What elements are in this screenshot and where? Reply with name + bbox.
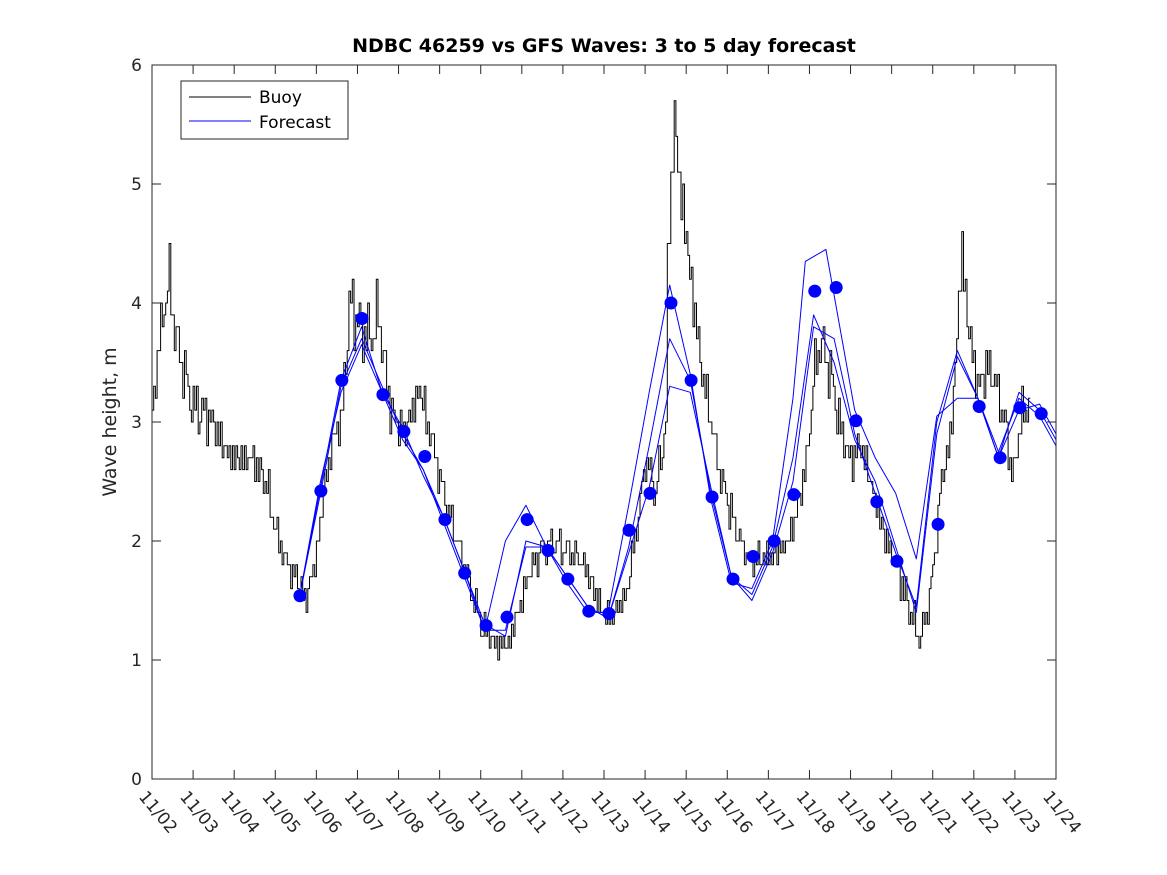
forecast-point	[787, 488, 801, 502]
forecast-series-line-2	[299, 314, 1056, 631]
forecast-point	[314, 484, 328, 498]
forecast-point	[500, 610, 514, 624]
forecast-point	[849, 414, 863, 428]
y-tick-label: 6	[131, 56, 142, 76]
plot-frame	[151, 64, 1057, 780]
forecast-point	[808, 284, 822, 298]
forecast-point	[397, 425, 411, 439]
forecast-point	[993, 451, 1007, 465]
forecast-point	[684, 373, 698, 387]
forecast-point	[541, 544, 555, 558]
buoy-series-line	[152, 100, 1031, 661]
forecast-point	[1034, 407, 1048, 421]
forecast-series-line-3	[299, 248, 1056, 631]
y-tick-label: 5	[131, 175, 142, 195]
y-tick-label: 2	[131, 532, 142, 552]
forecast-point	[355, 311, 369, 325]
forecast-point	[1013, 401, 1027, 415]
forecast-point	[479, 618, 493, 632]
legend: Buoy Forecast	[180, 80, 349, 140]
forecast-point	[458, 566, 472, 580]
forecast-point	[931, 517, 945, 531]
y-tick-label: 4	[131, 294, 142, 314]
forecast-point	[767, 534, 781, 548]
legend-buoy-label: Buoy	[259, 88, 302, 108]
forecast-point	[376, 388, 390, 402]
forecast-point	[520, 513, 534, 527]
forecast-point	[418, 450, 432, 464]
forecast-point	[890, 554, 904, 568]
forecast-point	[726, 572, 740, 586]
forecast-point	[561, 572, 575, 586]
y-tick-label: 3	[131, 413, 142, 433]
legend-box	[180, 80, 349, 140]
series-layer	[152, 100, 1056, 661]
y-tick-label: 1	[131, 651, 142, 671]
y-axis-label: Wave height, m	[99, 347, 121, 496]
plot-area	[152, 65, 1056, 779]
forecast-point	[643, 486, 657, 500]
y-tick-label: 0	[131, 770, 142, 790]
legend-forecast-label: Forecast	[259, 113, 331, 133]
forecast-point	[746, 549, 760, 563]
forecast-point	[664, 296, 678, 310]
forecast-point	[829, 281, 843, 295]
forecast-point	[438, 513, 452, 527]
chart-title: NDBC 46259 vs GFS Waves: 3 to 5 day fore…	[352, 35, 856, 57]
forecast-point	[335, 373, 349, 387]
forecast-point	[582, 604, 596, 618]
forecast-point	[602, 607, 616, 621]
forecast-point	[622, 523, 636, 537]
forecast-point	[705, 490, 719, 504]
forecast-point	[972, 400, 986, 414]
forecast-point	[870, 495, 884, 509]
forecast-point	[293, 589, 307, 603]
